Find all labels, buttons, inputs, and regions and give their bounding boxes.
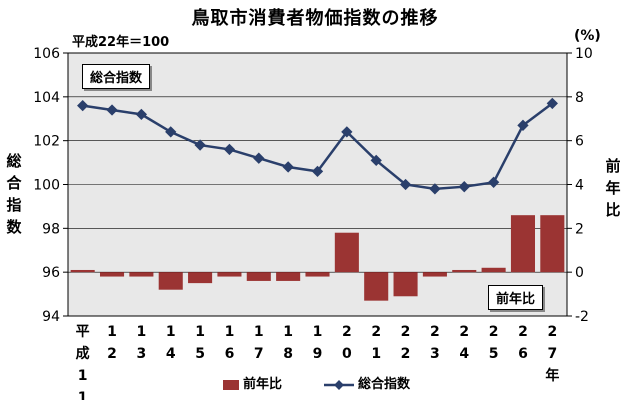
x-tick-label: 平	[76, 324, 90, 340]
index-point	[370, 154, 382, 167]
x-tick-label: 1	[225, 324, 235, 340]
index-point	[429, 183, 441, 195]
bar-yoy	[364, 272, 389, 301]
x-tick-label: 1	[78, 390, 88, 400]
bar-yoy	[217, 272, 242, 277]
x-tick-label: 6	[518, 346, 528, 362]
right-tick-label: 6	[575, 134, 584, 150]
x-tick-label: 3	[137, 346, 147, 362]
left-tick-label: 102	[33, 134, 60, 150]
right-tick-label: 0	[575, 265, 584, 281]
index-point	[194, 139, 206, 151]
x-tick-label: 1	[254, 324, 264, 340]
x-tick-label: 1	[195, 324, 205, 340]
right-tick-label: 2	[575, 221, 584, 237]
x-tick-label: 8	[283, 346, 293, 362]
chart-title: 鳥取市消費者物価指数の推移	[191, 8, 439, 29]
x-tick-label: 1	[166, 324, 176, 340]
x-tick-label: 2	[342, 324, 352, 340]
right-axis-label-text: 前年比	[605, 157, 621, 219]
x-tick-label: 2	[430, 324, 440, 340]
left-tick-label: 104	[33, 90, 60, 106]
x-tick-label: 2	[489, 324, 499, 340]
x-tick-label: 9	[313, 346, 323, 362]
right-axis-label: 前年比	[603, 155, 623, 221]
x-tick-label: 5	[489, 346, 499, 362]
index-point	[487, 176, 500, 188]
bar-yoy	[393, 272, 418, 297]
x-tick-label: 成	[76, 345, 90, 362]
x-tick-label: 7	[547, 346, 557, 362]
x-tick-label: 2	[371, 324, 381, 340]
x-tick-label: 4	[166, 346, 176, 362]
x-tick-label: 5	[195, 346, 205, 362]
right-tick-label: 4	[575, 178, 584, 194]
bar-yoy	[422, 272, 447, 277]
bar-yoy	[158, 272, 183, 290]
bar-yoy	[334, 232, 359, 273]
index-box-label: 総合指数	[82, 64, 151, 89]
x-tick-label: 2	[401, 324, 411, 340]
x-tick-label: 0	[342, 346, 352, 362]
right-tick-label: 10	[575, 46, 593, 62]
left-axis-label-text: 総合指数	[6, 152, 22, 236]
bar-yoy	[70, 269, 95, 273]
x-tick-label: 4	[459, 346, 469, 362]
x-tick-label: 1	[371, 346, 381, 362]
legend-line-label: 総合指数	[358, 377, 411, 392]
index-point	[311, 165, 324, 178]
x-tick-label: 6	[225, 346, 235, 362]
x-tick-label: 2	[518, 324, 528, 340]
left-tick-label: 96	[42, 265, 60, 281]
right-tick-label: -2	[575, 309, 589, 325]
bar-yoy	[540, 215, 565, 273]
index-point	[399, 178, 412, 191]
x-tick-label: 1	[313, 324, 323, 340]
right-axis-unit: (%)	[574, 28, 601, 44]
legend-bar-item: 前年比	[223, 373, 282, 392]
legend-bar-label: 前年比	[243, 377, 283, 392]
index-point	[165, 126, 177, 138]
legend-bar-swatch	[223, 379, 239, 390]
right-tick-label: 8	[575, 90, 584, 106]
bar-yoy	[129, 272, 154, 277]
x-tick-label: 年	[545, 367, 559, 384]
bar-yoy	[188, 272, 213, 284]
x-tick-label: 1	[107, 324, 117, 340]
bar-yoy	[99, 272, 125, 277]
x-tick-label: 2	[459, 324, 469, 340]
x-tick-label: 7	[254, 346, 264, 362]
bar-yoy	[452, 269, 477, 273]
legend-line-item: 総合指数	[324, 373, 410, 392]
index-point	[341, 126, 353, 138]
bar-yoy	[305, 272, 330, 277]
left-tick-label: 106	[33, 46, 60, 62]
x-tick-label: 2	[107, 346, 117, 362]
index-point	[223, 143, 236, 156]
index-point	[282, 161, 294, 173]
bar-yoy	[246, 272, 271, 281]
index-point	[458, 181, 470, 193]
x-tick-label: 3	[430, 346, 440, 362]
x-tick-label: 1	[137, 324, 147, 340]
bar-yoy	[481, 267, 506, 273]
left-tick-label: 100	[33, 178, 60, 194]
left-tick-label: 94	[42, 309, 60, 325]
yoy-box-label: 前年比	[488, 285, 544, 310]
x-tick-label: 2	[547, 324, 557, 340]
x-tick-label: 1	[283, 324, 293, 340]
left-axis-label: 総合指数	[4, 150, 24, 238]
bar-yoy	[276, 272, 301, 281]
bar-yoy	[510, 215, 536, 273]
legend-line-swatch	[324, 379, 354, 390]
base-year-note: 平成22年＝100	[72, 35, 170, 50]
left-tick-label: 98	[42, 221, 60, 237]
x-tick-label: 1	[78, 368, 88, 384]
x-tick-label: 2	[401, 346, 411, 362]
